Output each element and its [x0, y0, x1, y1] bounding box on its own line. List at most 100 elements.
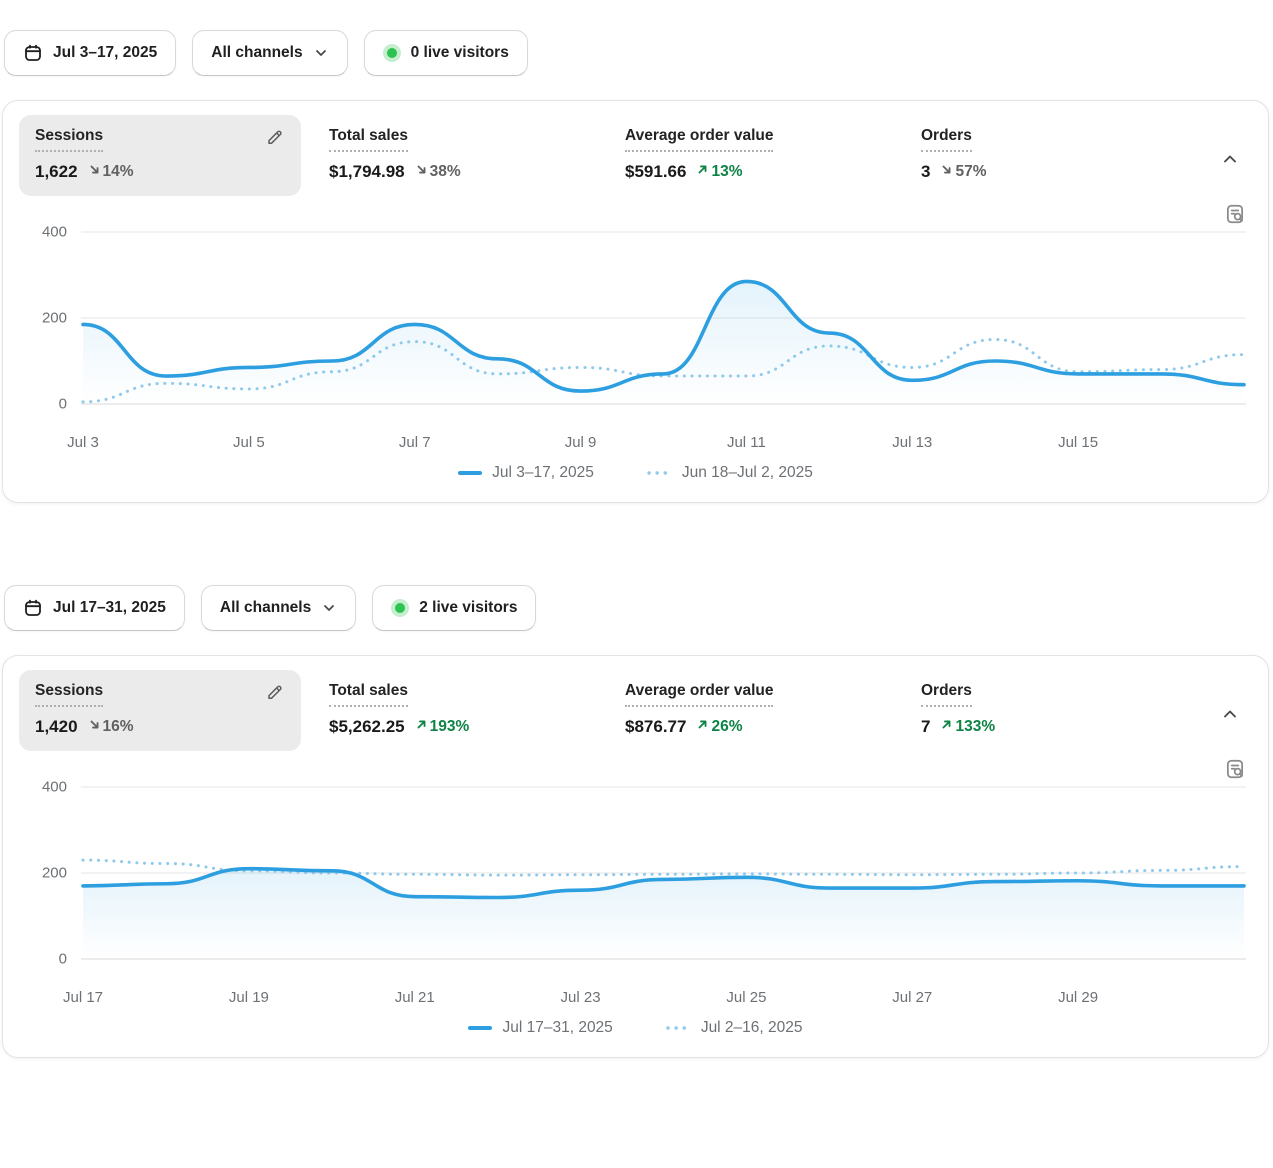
y-axis-tick-label: 400	[41, 778, 67, 796]
y-axis: 400 200 0	[19, 212, 81, 456]
x-axis: Jul 17 Jul 19 Jul 21 Jul 23 Jul 25 Jul 27 Jul …	[63, 977, 1246, 1011]
date-range-button[interactable]: Jul 3–17, 2025	[4, 30, 177, 76]
y-axis-tick-label: 200	[41, 864, 67, 882]
legend-current-period: Jul 3–17, 2025	[458, 464, 594, 482]
toolbar: Jul 17–31, 2025 All channels 2 live visi…	[2, 585, 1269, 631]
x-axis-tick-label: Jul 3	[67, 434, 99, 451]
dotted-line-swatch-icon	[665, 1025, 691, 1031]
metric-delta: 57%	[940, 163, 987, 181]
metric-orders[interactable]: Orders 3 57%	[921, 115, 1111, 196]
calendar-icon	[23, 598, 43, 618]
collapse-button[interactable]	[1218, 702, 1242, 729]
date-range-button[interactable]: Jul 17–31, 2025	[4, 585, 185, 631]
arrow-down-right-icon	[415, 163, 428, 181]
metric-value: 1,622	[35, 162, 78, 181]
chevron-down-icon	[321, 600, 337, 616]
arrow-up-right-icon	[940, 718, 953, 736]
y-axis-tick-label: 200	[41, 309, 67, 327]
arrow-up-right-icon	[696, 163, 709, 181]
x-axis-tick-label: Jul 17	[63, 989, 104, 1006]
live-visitors-label: 0 live visitors	[410, 44, 509, 61]
y-axis: 400 200 0	[19, 767, 81, 1011]
x-axis-tick-label: Jul 19	[228, 989, 269, 1006]
metric-delta-value: 26%	[711, 718, 743, 735]
metric-delta: 16%	[88, 718, 134, 736]
metric-value: 3	[921, 162, 931, 181]
legend-label: Jul 17–31, 2025	[502, 1019, 613, 1036]
metric-label[interactable]: Sessions	[35, 682, 104, 707]
legend-label: Jul 3–17, 2025	[492, 464, 594, 481]
metric-average-order-value[interactable]: Average order value $591.66 13%	[625, 115, 893, 196]
metric-average-order-value[interactable]: Average order value $876.77 26%	[625, 670, 893, 751]
edit-pencil-icon[interactable]	[265, 682, 285, 707]
date-range-label: Jul 3–17, 2025	[53, 44, 158, 61]
chart-plot: Jul 3 Jul 5 Jul 7 Jul 9 Jul 11 Jul 13 Jul 15	[67, 212, 1252, 456]
metric-sessions[interactable]: Sessions 1,420 16%	[19, 670, 301, 751]
channels-button[interactable]: All channels	[192, 30, 348, 76]
metric-delta: 133%	[940, 718, 995, 736]
metric-total-sales[interactable]: Total sales $5,262.25 193%	[329, 670, 597, 751]
collapse-button[interactable]	[1218, 147, 1242, 174]
y-axis-tick-label: 0	[58, 950, 67, 968]
legend-current-period: Jul 17–31, 2025	[468, 1019, 613, 1037]
arrow-up-right-icon	[415, 718, 428, 736]
metric-total-sales[interactable]: Total sales $1,794.98 38%	[329, 115, 597, 196]
analytics-card: Sessions 1,622 14%	[2, 100, 1269, 503]
inspect-data-icon	[1224, 204, 1246, 228]
x-axis-tick-label: Jul 5	[233, 434, 265, 451]
date-range-label: Jul 17–31, 2025	[53, 599, 166, 616]
metric-label[interactable]: Total sales	[329, 127, 408, 152]
x-axis-tick-label: Jul 23	[560, 989, 601, 1006]
metric-label[interactable]: Average order value	[625, 682, 774, 707]
x-axis-tick-label: Jul 27	[892, 989, 933, 1006]
metric-label[interactable]: Average order value	[625, 127, 774, 152]
inspect-data-button[interactable]	[1222, 201, 1248, 230]
channels-button[interactable]: All channels	[200, 585, 357, 631]
metric-delta: 38%	[415, 163, 461, 181]
x-axis-tick-label: Jul 15	[1058, 434, 1099, 451]
dotted-line-swatch-icon	[646, 470, 672, 476]
toolbar: Jul 3–17, 2025 All channels 0 live visit…	[2, 30, 1269, 76]
chevron-up-icon	[1220, 155, 1240, 172]
x-axis: Jul 3 Jul 5 Jul 7 Jul 9 Jul 11 Jul 13 Jul 15	[67, 422, 1246, 456]
metric-label[interactable]: Total sales	[329, 682, 408, 707]
metric-delta-value: 133%	[955, 718, 996, 735]
chart-legend: Jul 3–17, 2025 Jun 18–Jul 2, 2025	[19, 464, 1252, 490]
metric-delta-value: 193%	[429, 718, 470, 735]
x-axis-tick-label: Jul 11	[726, 434, 766, 451]
legend-previous-period: Jul 2–16, 2025	[665, 1019, 803, 1037]
chart-legend: Jul 17–31, 2025 Jul 2–16, 2025	[19, 1019, 1252, 1045]
chart-canvas[interactable]	[81, 212, 1246, 422]
metric-label[interactable]: Sessions	[35, 127, 104, 152]
solid-line-swatch-icon	[468, 1026, 493, 1030]
analytics-panel-1: Jul 3–17, 2025 All channels 0 live visit…	[2, 30, 1269, 503]
metrics-row: Sessions 1,622 14%	[19, 115, 1252, 196]
metric-delta-value: 38%	[429, 163, 461, 180]
live-visitors-button[interactable]: 2 live visitors	[372, 585, 537, 631]
metric-delta-value: 57%	[955, 163, 987, 180]
legend-previous-period: Jun 18–Jul 2, 2025	[646, 464, 813, 482]
channels-label: All channels	[211, 44, 303, 61]
sessions-chart: 400 200 0 Jul 3 Jul 5 Jul 7 Jul 9 Jul 11 Jul 13…	[19, 212, 1252, 456]
metric-delta-value: 16%	[102, 718, 134, 735]
arrow-down-right-icon	[88, 718, 101, 736]
legend-label: Jun 18–Jul 2, 2025	[681, 464, 813, 481]
metric-label[interactable]: Orders	[921, 127, 972, 152]
sessions-chart: 400 200 0 Jul 17 Jul 19 Jul 21 Jul 23 Jul 25 Ju…	[19, 767, 1252, 1011]
analytics-panel-2: Jul 17–31, 2025 All channels 2 live visi…	[2, 585, 1269, 1058]
analytics-card: Sessions 1,420 16%	[2, 655, 1269, 1058]
chevron-up-icon	[1220, 710, 1240, 727]
metric-sessions[interactable]: Sessions 1,622 14%	[19, 115, 301, 196]
metric-orders[interactable]: Orders 7 133%	[921, 670, 1111, 751]
chart-canvas[interactable]	[81, 767, 1246, 977]
edit-pencil-icon[interactable]	[265, 127, 285, 152]
arrow-down-right-icon	[88, 163, 101, 181]
live-visitors-button[interactable]: 0 live visitors	[363, 30, 528, 76]
live-indicator-dot	[391, 599, 410, 617]
calendar-icon	[23, 43, 43, 63]
y-axis-tick-label: 400	[41, 223, 67, 241]
x-axis-tick-label: Jul 21	[394, 989, 435, 1006]
metric-value: $591.66	[625, 162, 687, 181]
inspect-data-button[interactable]	[1222, 756, 1248, 785]
metric-label[interactable]: Orders	[921, 682, 972, 707]
